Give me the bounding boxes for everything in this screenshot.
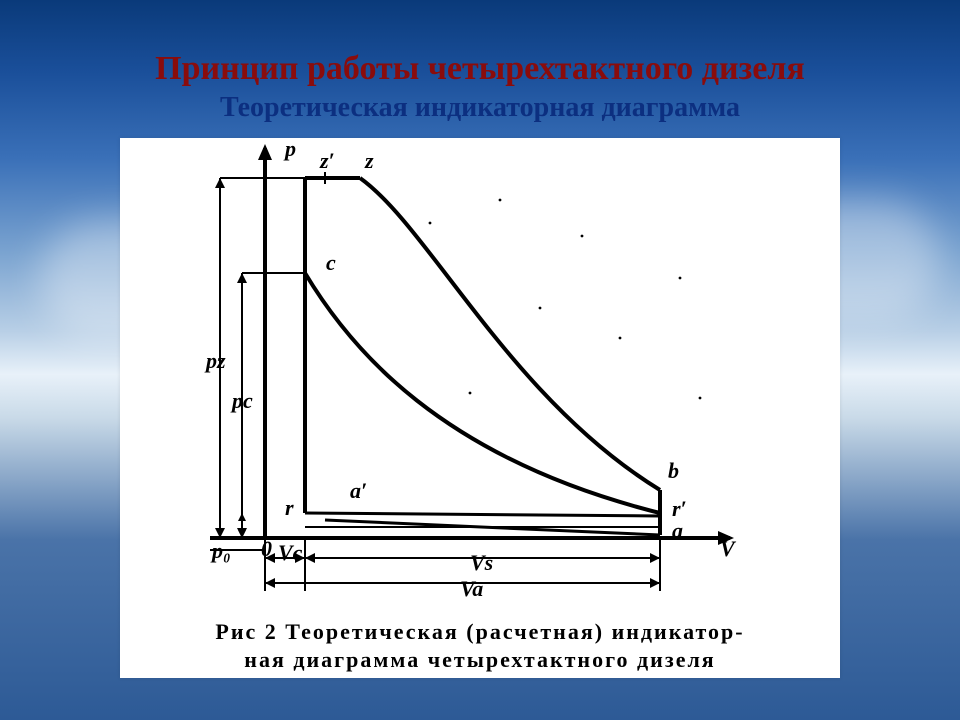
diagram-label-a: a [672, 518, 683, 543]
diagram-label-pz: pz [204, 348, 226, 373]
diagram-label-b: b [668, 458, 679, 483]
indicator-diagram: pz′zca′rr′abV0p₀pcpzVcVsVa [120, 138, 840, 678]
diagram-label-O: 0 [261, 536, 272, 561]
diagram-label-pc: pc [230, 388, 253, 413]
diagram-label-aprime: a′ [350, 478, 367, 503]
figure-caption-line2: ная диаграмма четырехтактного дизеля [120, 646, 840, 675]
diagram-label-z: z [364, 148, 374, 173]
diagram-label-Vc: Vc [278, 540, 303, 565]
diagram-label-zprime: z′ [319, 148, 335, 173]
diagram-label-r: r [285, 495, 294, 520]
figure-caption-line1: Рис 2 Теоретическая (расчетная) индикато… [120, 618, 840, 647]
diagram-label-c: c [326, 250, 336, 275]
figure-panel: pz′zca′rr′abV0p₀pcpzVcVsVa Рис 2 Теорети… [120, 138, 840, 678]
diagram-label-Vs: Vs [470, 550, 493, 575]
slide-title-main: Принцип работы четырехтактного дизеля [0, 50, 960, 88]
slide: Принцип работы четырехтактного дизеля Те… [0, 0, 960, 720]
diagram-label-p0: p₀ [210, 538, 231, 563]
diagram-label-p: p [283, 138, 296, 161]
diagram-label-V: V [720, 536, 737, 561]
diagram-label-Va: Va [460, 576, 483, 601]
slide-title-sub: Теоретическая индикаторная диаграмма [0, 92, 960, 124]
